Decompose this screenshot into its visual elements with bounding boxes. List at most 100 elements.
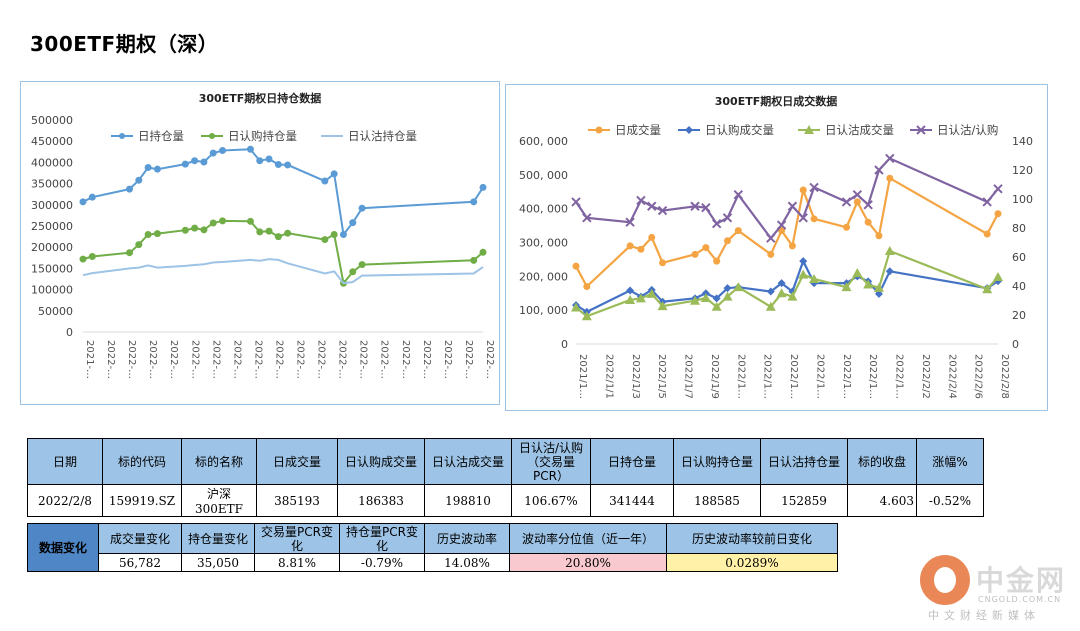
chart2-x-tick: 2022/2/2	[920, 354, 931, 399]
holdings-chart-panel: 300ETF期权日持仓数据 500000 450000 400000 350000 300…	[20, 81, 500, 405]
chart1-point	[321, 177, 329, 185]
chart2-point	[776, 220, 787, 230]
chart1-y-tick: 450000	[31, 135, 73, 148]
chart2-y2-tick: 60	[1012, 251, 1026, 264]
chart1-point	[358, 261, 366, 269]
chart2-point	[766, 287, 775, 296]
chart2-point	[636, 195, 646, 206]
chart2-y-tick: 500, 000	[519, 169, 568, 182]
chart1-point	[470, 198, 478, 206]
chart1-point	[219, 147, 227, 155]
chart2-point	[843, 223, 851, 231]
chart1-point	[144, 230, 152, 238]
chart1-y-tick: 100000	[31, 284, 73, 297]
chart2-point	[637, 245, 645, 253]
volume-chart: 300ETF期权日成交数据 600, 000 500, 000 400, 000 300…	[519, 94, 1033, 399]
chart2-point	[625, 217, 635, 227]
chart1-point	[284, 229, 292, 237]
chart1-x-tick: 2022-…	[400, 340, 411, 379]
chart2-point	[572, 262, 580, 270]
chart1-x-tick: 2022-…	[358, 340, 369, 379]
chart2-title: 300ETF期权日成交数据	[715, 94, 838, 108]
chart2-point	[853, 198, 861, 206]
chart1-legend-label: 日持仓量	[138, 129, 184, 143]
chart2-legend-marker	[595, 126, 603, 134]
cell-code: 159919.SZ	[102, 484, 182, 517]
chart1-x-tick: 2022-…	[316, 340, 327, 379]
chart1-point	[246, 217, 254, 225]
chart2-x-tick: 2022/1…	[894, 354, 905, 399]
chart1-x-tick: 2022-…	[147, 340, 158, 379]
chart2-point	[712, 294, 721, 303]
header-change: 涨幅%	[916, 438, 984, 485]
chart2-x-tick: 2022/1/7	[683, 354, 694, 399]
chart2-point	[788, 287, 797, 296]
chart1-point	[256, 157, 264, 165]
header-vol-daily-change: 历史波动率较前日变化	[666, 523, 838, 554]
chart2-y2-tick: 0	[1012, 338, 1019, 351]
chart2-x-tick: 2022/1/9	[709, 354, 720, 399]
chart1-point	[191, 224, 199, 232]
chart2-point	[863, 200, 873, 210]
chart1-point	[209, 149, 217, 157]
chart2-point	[722, 291, 733, 301]
chart2-point	[690, 295, 701, 305]
chart2-point	[702, 244, 710, 252]
chart2-point	[874, 289, 883, 298]
chart2-y2-tick: 120	[1012, 164, 1033, 177]
chart2-point	[582, 213, 592, 223]
chart2-y2-tick: 20	[1012, 309, 1026, 322]
header-put-volume: 日认沽成交量	[424, 438, 512, 485]
cell-call-holdings: 188585	[673, 484, 761, 517]
cell-change: -0.52%	[916, 484, 984, 517]
chart2-point	[711, 218, 722, 229]
chart2-x-tick: 2022/1…	[762, 354, 773, 399]
header-call-volume: 日认购成交量	[337, 438, 425, 485]
header-vol-percentile: 波动率分位值（近一年）	[509, 523, 667, 554]
chart1-point	[153, 230, 161, 238]
change-table-header-row: 数据变化 成交量变化 持仓量变化 交易量PCR变化 持仓量PCR变化 历史波动率…	[27, 523, 838, 572]
watermark-url: CNGOLD.COM.CN	[978, 595, 1062, 604]
change-table-data-row: 56,782 35,050 8.81% -0.79% 14.08% 20.80%…	[28, 553, 838, 572]
chart1-point	[181, 160, 189, 168]
chart1-legend-marker	[209, 133, 215, 139]
chart2-x-tick: 2022/1/1	[603, 354, 614, 399]
chart2-point	[852, 267, 863, 277]
chart1-y-tick: 0	[66, 326, 73, 339]
chart1-point	[79, 198, 87, 206]
chart2-point	[993, 272, 1003, 282]
chart1-x-tick: 2022-…	[484, 340, 495, 379]
chart2-point	[809, 274, 820, 284]
chart2-point	[626, 242, 634, 250]
volume-chart-panel: 300ETF期权日成交数据 600, 000 500, 000 400, 000 300…	[505, 84, 1048, 411]
watermark: 中金网 CNGOLD.COM.CN 中文财经新媒体	[920, 555, 1070, 625]
chart1-x-tick: 2022-…	[337, 340, 348, 379]
chart2-point	[646, 288, 657, 298]
chart1-point	[284, 161, 292, 169]
chart2-point	[701, 202, 711, 213]
chart2-point	[993, 184, 1003, 194]
header-hist-vol: 历史波动率	[424, 523, 510, 554]
chart1-point	[246, 145, 254, 153]
chart2-point	[799, 186, 807, 194]
chart1-point	[209, 219, 217, 227]
chart2-point	[690, 201, 700, 211]
chart2-point	[852, 189, 863, 200]
chart2-point	[766, 233, 776, 243]
cell-hist-vol: 14.08%	[424, 553, 510, 572]
chart2-legend-label: 日认沽成交量	[825, 123, 894, 137]
chart2-point	[885, 153, 895, 164]
chart2-x-tick: 2022/1…	[735, 354, 746, 399]
header-call-holdings: 日认购持仓量	[673, 438, 761, 485]
cell-volume: 385193	[256, 484, 338, 517]
chart1-legend-label: 日认沽持仓量	[348, 129, 417, 143]
chart2-y-tick: 100, 000	[519, 304, 568, 317]
cell-pcr: 106.67%	[511, 484, 591, 517]
chart2-point	[994, 210, 1002, 218]
cell-name: 沪深300ETF	[181, 484, 257, 517]
chart1-x-tick: 2022-…	[210, 340, 221, 379]
chart2-point	[723, 284, 732, 293]
chart2-y-tick: 400, 000	[519, 203, 568, 216]
chart1-y-tick: 200000	[31, 241, 73, 254]
chart2-x-tick: 2021/1…	[577, 354, 588, 399]
